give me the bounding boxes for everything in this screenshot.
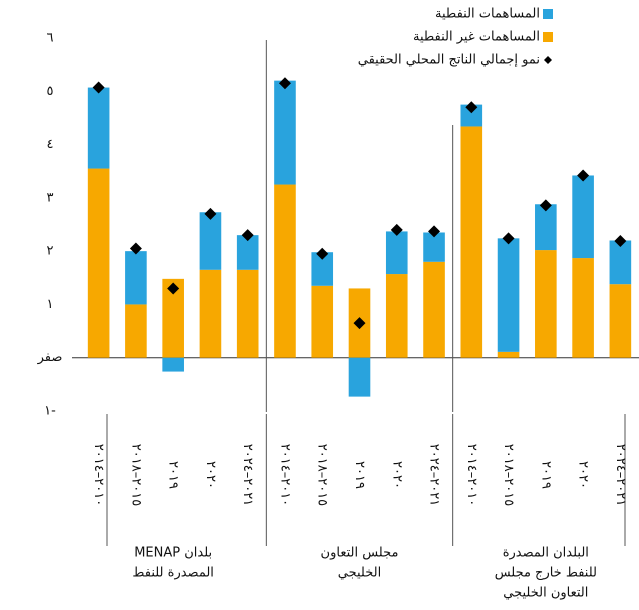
bar-segment (162, 278, 184, 358)
y-tick-label: ٦ (47, 31, 54, 46)
legend-label: نمو إجمالي الناتج المحلي الحقيقي (358, 53, 540, 68)
gdp-marker (316, 247, 329, 260)
x-tick-label: ٢٠٢٠ (203, 461, 218, 489)
y-tick-label: ١- (44, 404, 56, 419)
gdp-marker (92, 81, 105, 94)
x-tick-label: ٢٠١٠–٢٠١٤ (91, 444, 106, 506)
legend-swatch (543, 9, 553, 19)
bar-segment (348, 357, 371, 397)
gdp-marker (465, 101, 478, 114)
gdp-marker (241, 229, 254, 242)
y-tick-label: ٢ (47, 244, 54, 259)
x-tick-label: ٢٠١٥–٢٠١٨ (501, 444, 516, 506)
bar-segment (274, 184, 296, 358)
x-tick-label: ٢٠٢٠ (389, 461, 404, 489)
bar-segment (572, 258, 594, 358)
bar-segment (535, 250, 557, 358)
x-tick-label: ٢٠١٩ (166, 461, 181, 489)
gdp-marker (614, 235, 627, 248)
group-label: البلدان المصدرة (503, 546, 589, 561)
bar-segment (609, 240, 632, 285)
group-label: بلدان MENAP (134, 546, 212, 561)
legend-label: المساهمات غير النفطية (413, 30, 540, 45)
bar-segment (87, 168, 110, 358)
x-tick-label: ٢٠٢١–٢٠٢٤ (613, 444, 628, 506)
gdp-marker (428, 225, 441, 238)
bar-segment (460, 126, 483, 358)
bar-segment (199, 212, 222, 270)
group-label: مجلس التعاون (321, 546, 399, 561)
bar-segment (423, 261, 445, 358)
gdp-marker (353, 317, 366, 330)
x-tick-label: ٢٠١٩ (538, 461, 553, 489)
bar-segment (125, 304, 147, 358)
x-tick-label: ٢٠١٥–٢٠١٨ (315, 444, 330, 506)
bar-segment (311, 285, 334, 358)
gdp-marker (390, 223, 403, 236)
bar-segment (125, 251, 147, 305)
gdp-marker (129, 242, 142, 255)
y-tick-label: ٥ (47, 84, 54, 99)
bar-segment (535, 204, 557, 251)
bar-segment (423, 232, 445, 262)
x-tick-label: ٢٠٢١–٢٠٢٤ (240, 444, 255, 506)
legend-swatch (543, 32, 553, 42)
x-tick-label: ٢٠١٩ (352, 461, 367, 489)
x-tick-label: ٢٠٢١–٢٠٢٤ (427, 444, 442, 506)
legend-label: المساهمات النفطية (435, 7, 540, 22)
bar-segment (236, 235, 259, 270)
bar-segment (274, 80, 296, 185)
x-tick-label: ٢٠١٥–٢٠١٨ (128, 444, 143, 506)
group-label: للنفط خارج مجلس (495, 566, 597, 581)
bar-segment (385, 274, 408, 358)
y-tick-label: ٣ (47, 190, 54, 205)
x-tick-label: ٢٠١٠–٢٠١٤ (464, 444, 479, 506)
bar-segment (609, 284, 632, 358)
group-label: التعاون الخليجي (503, 586, 588, 601)
gdp-marker (278, 77, 291, 90)
bar-segment (311, 252, 334, 286)
bar-segment (199, 269, 222, 358)
y-tick-label: ١ (47, 297, 54, 312)
gdp-marker (502, 232, 515, 245)
y-tick-label: صفر (37, 350, 63, 365)
gdp-marker (539, 199, 552, 212)
group-label: المصدرة للنفط (132, 566, 214, 581)
bar-segment (385, 231, 408, 275)
bar-segment (236, 269, 259, 358)
gdp-marker (577, 169, 590, 182)
gdp-marker (204, 207, 217, 220)
y-tick-label: ٤ (47, 137, 54, 152)
x-tick-label: ٢٠١٠–٢٠١٤ (277, 444, 292, 506)
group-label: الخليجي (338, 566, 381, 581)
bar-segment (497, 351, 520, 358)
gdp-marker (167, 282, 180, 295)
bar-segment (460, 104, 483, 127)
bar-segment (497, 238, 520, 352)
bar-segment (572, 175, 594, 259)
x-tick-label: ٢٠٢٠ (576, 461, 591, 489)
legend-swatch (544, 56, 552, 64)
bar-segment (162, 357, 184, 372)
bar-segment (87, 87, 110, 169)
